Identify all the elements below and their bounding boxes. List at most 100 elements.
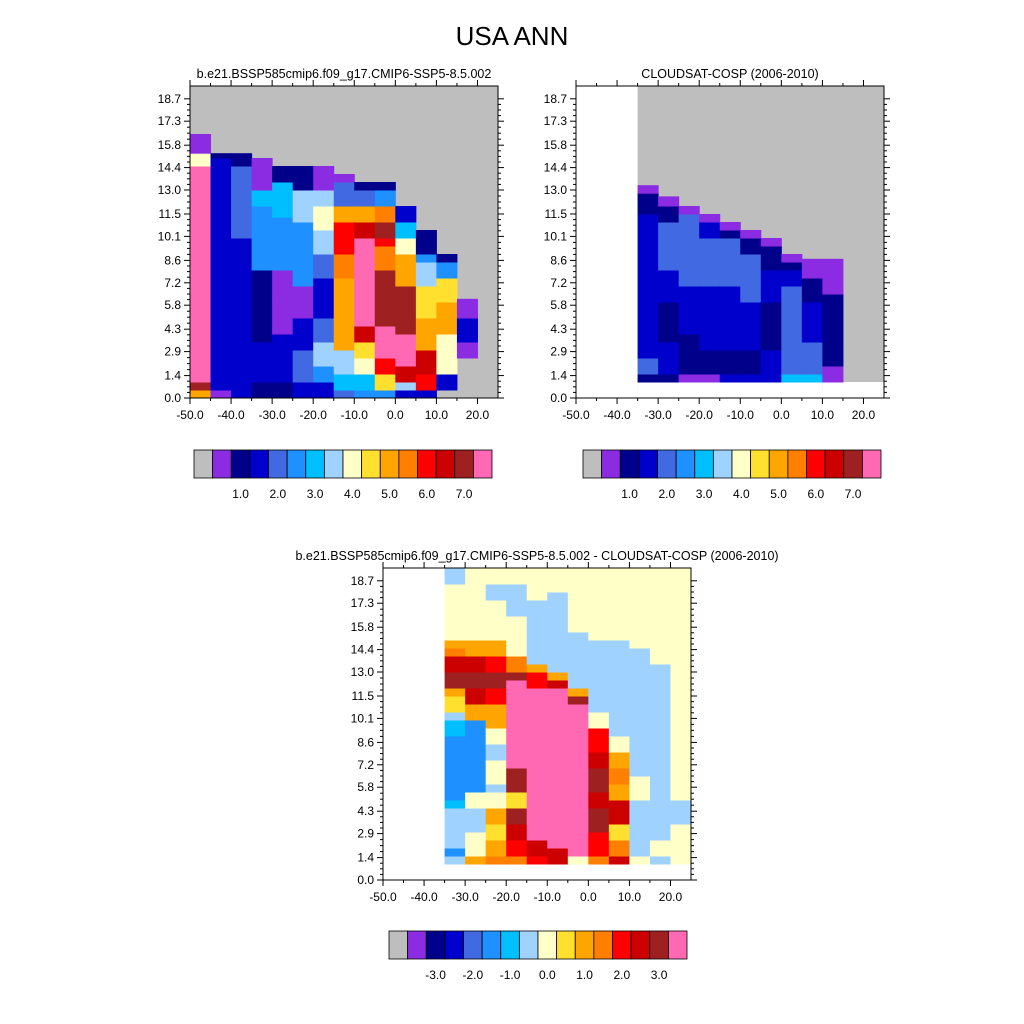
heatmap-cell [374, 358, 396, 375]
heatmap-cell [526, 856, 548, 865]
colorbar-label: 4.0 [733, 487, 750, 501]
heatmap-cell [740, 238, 762, 255]
heatmap-cell [588, 728, 610, 753]
heatmap-cell [658, 206, 680, 223]
heatmap-cell [444, 856, 466, 865]
x-tick-label: 0.0 [387, 408, 404, 422]
heatmap-cell [465, 704, 487, 721]
heatmap-cell [760, 246, 782, 255]
heatmap-cell [444, 672, 466, 689]
heatmap-cell [801, 342, 823, 375]
heatmap-cell [719, 238, 741, 287]
heatmap-cell [506, 840, 528, 857]
y-tick-label: 13.0 [158, 183, 182, 197]
heatmap-cell [436, 262, 458, 279]
heatmap-cell [608, 640, 630, 737]
colorbar-box [379, 449, 400, 479]
heatmap-cell [781, 270, 803, 287]
heatmap-cell [465, 672, 487, 689]
colorbar-label: 3.0 [651, 968, 668, 982]
heatmap-cell [444, 640, 466, 649]
y-tick-label: 18.7 [351, 574, 375, 588]
heatmap-cell [699, 286, 721, 351]
heatmap-cell [740, 254, 762, 303]
heatmap-cell [485, 728, 507, 745]
heatmap-cell [485, 600, 507, 641]
heatmap-cell [822, 294, 844, 367]
colorbar-box [398, 449, 418, 479]
heatmap-cell [292, 190, 314, 223]
y-tick-label: 15.8 [158, 138, 182, 152]
heatmap-cell [588, 768, 610, 793]
y-tick-label: 4.3 [357, 804, 374, 818]
heatmap-cell [506, 792, 528, 809]
y-tick-label: 10.1 [351, 711, 375, 725]
colorbar-label: 4.0 [344, 487, 361, 501]
colorbar-box [286, 449, 307, 479]
heatmap-cell [444, 800, 466, 809]
heatmap-cell [658, 222, 680, 239]
heatmap-cell [649, 840, 671, 857]
y-tick-label: 17.3 [158, 114, 182, 128]
heatmap-cell [526, 664, 548, 673]
colorbar-box [667, 930, 688, 960]
colorbar-box [750, 449, 770, 479]
heatmap-cell [313, 366, 335, 383]
heatmap-cell [465, 640, 487, 657]
heatmap-cell [678, 214, 700, 255]
colorbar-box [574, 930, 595, 960]
colorbar-label: 3.0 [307, 487, 324, 501]
y-tick-label: 2.9 [550, 345, 567, 359]
y-tick-label: 2.9 [357, 827, 374, 841]
colorbar-label: 0.0 [539, 968, 556, 982]
heatmap-cell [292, 318, 314, 351]
heatmap-cell [456, 318, 478, 343]
y-tick-label: 8.6 [357, 735, 374, 749]
colorbar-box [425, 930, 446, 960]
heatmap-cell [444, 600, 466, 641]
heatmap-cell [608, 736, 630, 753]
heatmap-cell [588, 856, 610, 865]
x-tick-label: 10.0 [425, 408, 449, 422]
heatmap-cell [485, 688, 507, 705]
heatmap-cell [526, 600, 548, 633]
heatmap-cell [588, 792, 610, 809]
heatmap-cell [547, 672, 569, 681]
heatmap-cell [608, 856, 630, 865]
colorbar-box [601, 449, 621, 479]
heatmap-cell [649, 664, 671, 817]
heatmap-cell [608, 784, 630, 801]
heatmap-cell [678, 374, 700, 383]
heatmap-cell [760, 374, 782, 383]
heatmap-cell [678, 206, 700, 215]
heatmap-cell [313, 342, 335, 367]
heatmap-cell [719, 374, 741, 383]
no-data-region [822, 382, 884, 398]
y-tick-label: 7.2 [357, 758, 374, 772]
heatmap-cell [781, 374, 803, 383]
y-tick-label: 0.0 [357, 873, 374, 887]
y-tick-label: 17.3 [544, 114, 568, 128]
colorbar-box [249, 449, 269, 479]
heatmap-cell [670, 568, 692, 801]
heatmap-cell [526, 632, 548, 665]
colorbar-label: 1.0 [576, 968, 593, 982]
heatmap-cell [465, 720, 487, 745]
heatmap-cell [415, 390, 437, 399]
heatmap-cell [231, 238, 253, 383]
y-tick-label: 15.8 [544, 138, 568, 152]
heatmap-cell [272, 270, 294, 303]
x-tick-label: 20.0 [659, 890, 683, 904]
heatmap-cell [629, 648, 651, 737]
heatmap-cell [506, 616, 528, 657]
colorbar-box [649, 930, 669, 960]
x-tick-label: -20.0 [493, 890, 521, 904]
x-tick-label: -30.0 [451, 890, 479, 904]
colorbar-missing-box [388, 930, 409, 960]
x-tick-label: -50.0 [562, 408, 590, 422]
heatmap-cell [740, 350, 762, 375]
colorbar-box [731, 449, 752, 479]
colorbar-box [630, 930, 651, 960]
heatmap-cell [629, 824, 651, 849]
heatmap-cell [354, 342, 376, 359]
